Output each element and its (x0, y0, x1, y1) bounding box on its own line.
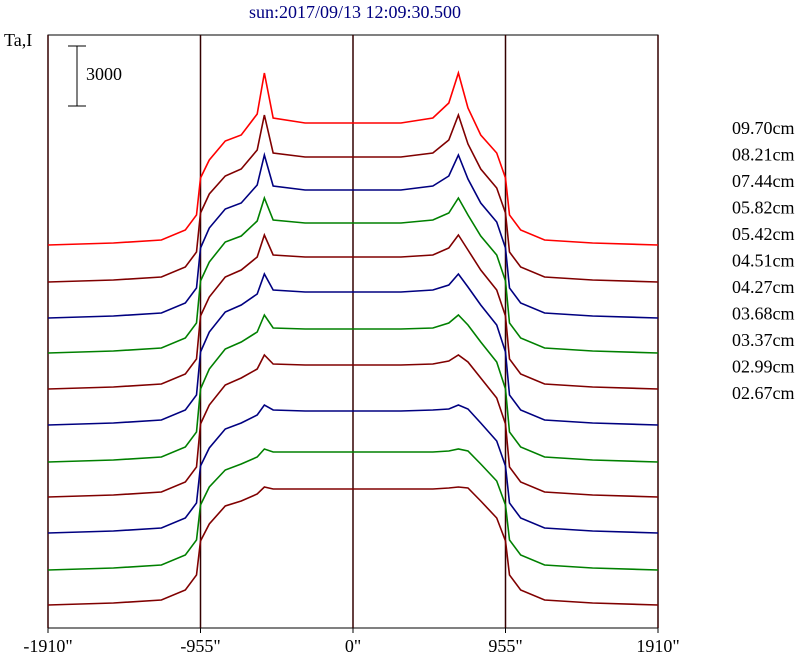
series-line (47, 70, 659, 246)
series-line (47, 151, 659, 319)
legend-entry: 03.37cm (732, 330, 795, 350)
x-tick-label: 1910" (636, 636, 679, 656)
series-line (47, 403, 659, 534)
x-tick-label: 955" (488, 636, 522, 656)
series-line (47, 272, 659, 426)
scale-bar-label: 3000 (86, 64, 122, 84)
legend-entry: 05.42cm (732, 224, 795, 244)
legend-entry: 02.99cm (732, 357, 795, 377)
legend-entry: 04.27cm (732, 277, 795, 297)
series-line (47, 313, 659, 463)
chart-title: sun:2017/09/13 12:09:30.500 (249, 2, 461, 22)
x-tick-label: -1910" (23, 636, 72, 656)
legend-entry: 07.44cm (732, 171, 795, 191)
series-line (47, 232, 659, 390)
legend-entry: 09.70cm (732, 118, 795, 138)
series-line (47, 448, 659, 571)
legend-entry: 03.68cm (732, 304, 795, 324)
legend-entry: 02.67cm (732, 383, 795, 403)
x-tick-label: 0" (345, 636, 361, 656)
legend-entry: 05.82cm (732, 198, 795, 218)
legend-entry: 08.21cm (732, 145, 795, 165)
x-tick-label: -955" (180, 636, 220, 656)
y-axis-label: Ta,I (4, 30, 32, 50)
legend-entry: 04.51cm (732, 251, 795, 271)
series-line (47, 112, 659, 283)
series-line (47, 195, 659, 354)
series-line (47, 486, 659, 606)
series-line (47, 353, 659, 498)
